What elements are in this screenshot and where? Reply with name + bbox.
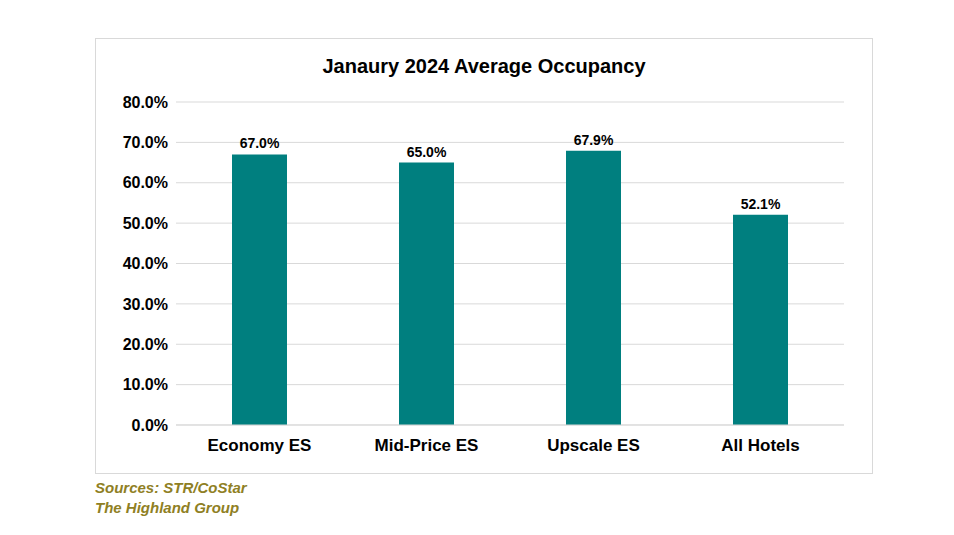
- svg-text:50.0%: 50.0%: [123, 215, 168, 232]
- svg-text:Mid-Price ES: Mid-Price ES: [375, 436, 479, 455]
- svg-text:30.0%: 30.0%: [123, 296, 168, 313]
- svg-text:40.0%: 40.0%: [123, 255, 168, 272]
- svg-text:0.0%: 0.0%: [132, 417, 168, 434]
- svg-text:10.0%: 10.0%: [123, 376, 168, 393]
- svg-text:70.0%: 70.0%: [123, 134, 168, 151]
- svg-text:Upscale ES: Upscale ES: [547, 436, 640, 455]
- svg-text:67.9%: 67.9%: [574, 132, 614, 148]
- svg-text:Economy ES: Economy ES: [208, 436, 312, 455]
- html-text:The Highland Group: The Highland Group: [95, 499, 240, 516]
- svg-text:20.0%: 20.0%: [123, 336, 168, 353]
- html-text:Sources: STR/CoStar: Sources: STR/CoStar: [95, 479, 247, 496]
- svg-text:All Hotels: All Hotels: [721, 436, 799, 455]
- svg-text:60.0%: 60.0%: [123, 174, 168, 191]
- svg-text:67.0%: 67.0%: [240, 135, 280, 151]
- html-text:Janaury 2024 Average Occupancy: Janaury 2024 Average Occupancy: [322, 55, 646, 77]
- svg-text:52.1%: 52.1%: [741, 196, 781, 212]
- svg-text:65.0%: 65.0%: [407, 144, 447, 160]
- svg-text:80.0%: 80.0%: [123, 94, 168, 111]
